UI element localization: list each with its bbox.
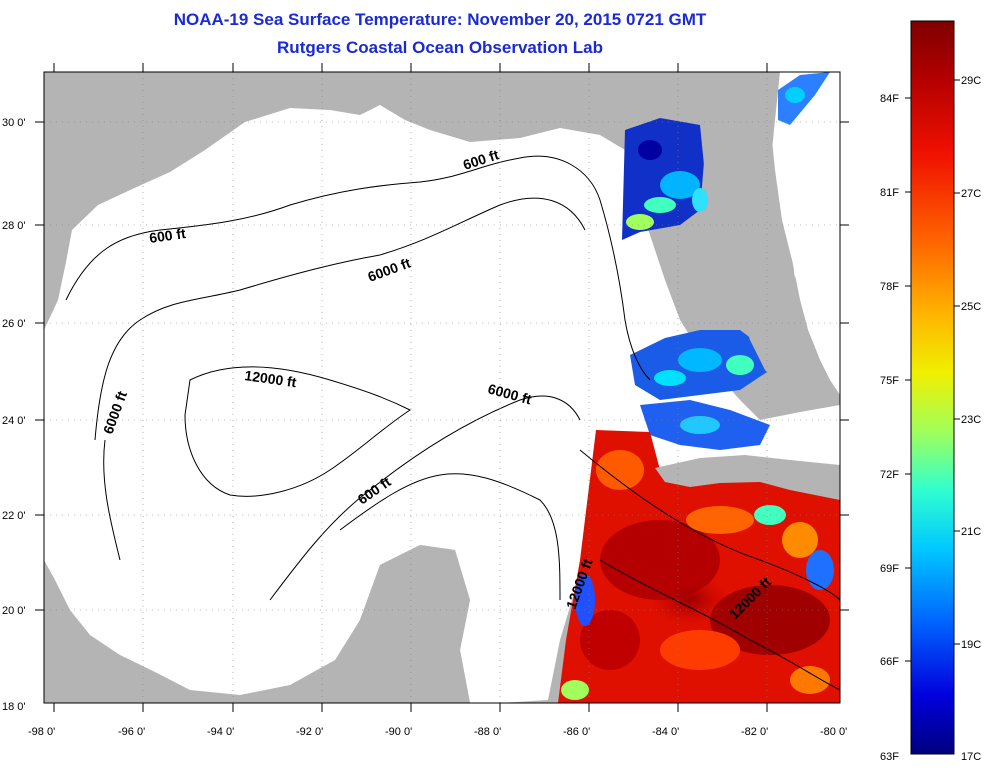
graticule [44, 72, 840, 703]
map-title: NOAA-19 Sea Surface Temperature: Novembe… [173, 10, 707, 29]
colorbar-c-label: 27C [961, 188, 981, 200]
colorbar-c-label: 23C [961, 414, 981, 426]
lat-label: 22 0' [2, 510, 26, 522]
colorbar-f-label: 81F [880, 187, 899, 199]
lat-label: 24 0' [2, 415, 26, 427]
lon-label: -92 0' [296, 726, 323, 738]
gulf-water [44, 105, 840, 703]
florida-land [700, 118, 820, 385]
lon-label: -96 0' [118, 726, 145, 738]
cuba-land [655, 455, 840, 490]
lon-label: -82 0' [741, 726, 768, 738]
map-subtitle: Rutgers Coastal Ocean Observation Lab [277, 38, 603, 57]
lon-label: -90 0' [385, 726, 412, 738]
atlantic-water [770, 72, 840, 395]
axis-ticks [35, 63, 849, 712]
sst-patch-northeast [778, 72, 830, 125]
bathymetry-contours [65, 155, 840, 691]
colorbar-c-label: 29C [961, 75, 981, 87]
lat-label: 28 0' [2, 220, 26, 232]
colorbar-f-label: 63F [880, 751, 899, 763]
lat-label: 18 0' [2, 701, 26, 713]
lake-okeechobee [794, 262, 812, 282]
colorbar-f-label: 84F [880, 93, 899, 105]
lon-label: -88 0' [474, 726, 501, 738]
colorbar-f-label: 75F [880, 375, 899, 387]
sst-patch-florida-shelf [630, 330, 770, 450]
colorbar-ticks [905, 79, 960, 662]
lon-label: -80 0' [820, 726, 847, 738]
colorbar [910, 20, 955, 755]
lon-label: -94 0' [207, 726, 234, 738]
colorbar-f-label: 72F [880, 469, 899, 481]
sst-patch-south [558, 430, 840, 703]
yucatan-land [320, 545, 470, 703]
colorbar-c-label: 21C [961, 526, 981, 538]
lon-label: -86 0' [563, 726, 590, 738]
lat-label: 30 0' [2, 117, 26, 129]
contour-label: 12000 ft [244, 367, 298, 390]
sst-patch-north [622, 118, 708, 240]
contour-label: 600 ft [148, 225, 187, 246]
lat-label: 26 0' [2, 318, 26, 330]
colorbar-c-label: 17C [961, 751, 981, 763]
map-border [43, 71, 841, 704]
colorbar-c-label: 25C [961, 301, 981, 313]
lat-label: 20 0' [2, 605, 26, 617]
lon-label: -84 0' [652, 726, 679, 738]
colorbar-f-label: 66F [880, 656, 899, 668]
colorbar-c-label: 19C [961, 639, 981, 651]
colorbar-f-label: 69F [880, 563, 899, 575]
colorbar-f-label: 78F [880, 281, 899, 293]
lon-label: -98 0' [28, 726, 55, 738]
